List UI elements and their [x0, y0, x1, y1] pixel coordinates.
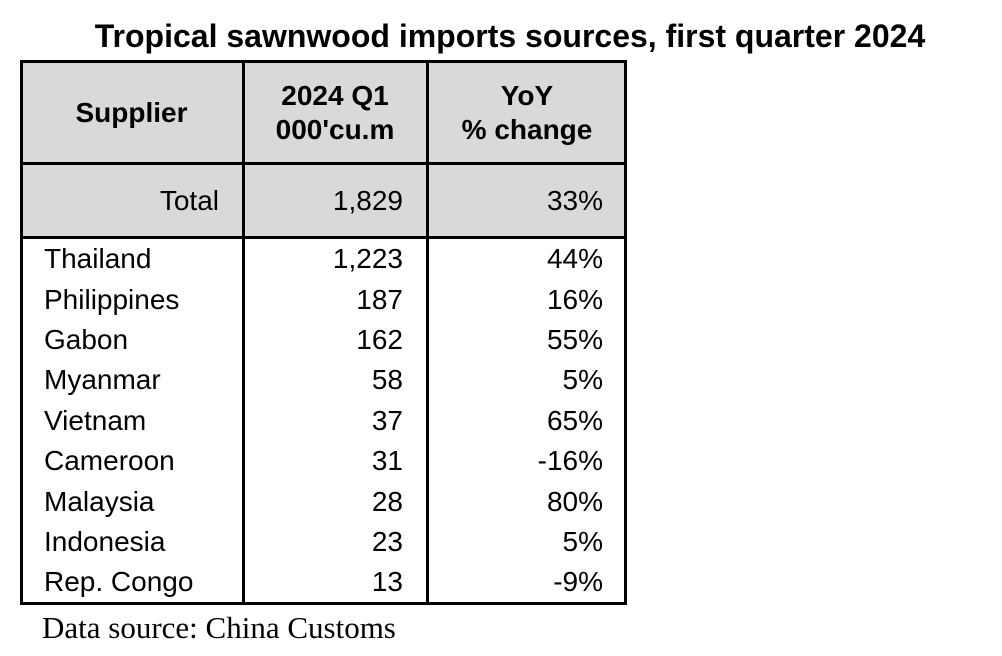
rule: [20, 162, 627, 165]
value-cell: 1,223: [332, 243, 403, 275]
table: Supplier 2024 Q1 000'cu.m YoY% change Total 1…: [20, 60, 627, 605]
supplier-cell: Indonesia: [44, 525, 166, 557]
value-cell: 23: [371, 525, 403, 557]
table-border: [20, 60, 627, 605]
value-cell: 80%: [546, 485, 603, 517]
value-cell: 5%: [562, 364, 603, 396]
header-cell: YoY% change: [427, 63, 627, 163]
supplier-cell: Cameroon: [44, 445, 175, 477]
total-cell: 1,829: [332, 185, 403, 216]
source-note: Data source: China Customs: [42, 610, 396, 645]
value-cell: 13: [371, 566, 403, 598]
value-cell: 28: [371, 485, 403, 517]
value-cell: 65%: [546, 404, 603, 436]
rule: [20, 236, 627, 239]
supplier-cell: Malaysia: [44, 485, 155, 517]
supplier-cell: Thailand: [44, 243, 152, 275]
value-cell: 31: [371, 445, 403, 477]
value-cell: 55%: [546, 323, 603, 355]
header-text: 000'cu.m: [275, 114, 395, 145]
header-text: 2024 Q1: [281, 80, 389, 111]
value-cell: 58: [371, 364, 403, 396]
supplier-cell: Philippines: [44, 283, 180, 315]
header-text: % change: [461, 114, 593, 145]
header-cell: Supplier: [20, 63, 243, 163]
header-background: [20, 60, 627, 237]
rule: [242, 60, 245, 605]
table-title: Tropical sawnwood imports sources, first…: [94, 18, 926, 54]
value-cell: 5%: [562, 525, 603, 557]
value-cell: -9%: [553, 566, 603, 598]
supplier-cell: Myanmar: [44, 364, 161, 396]
supplier-cell: Rep. Congo: [44, 566, 194, 598]
header-text: Supplier: [75, 97, 188, 128]
value-cell: 162: [356, 323, 403, 355]
header-text: YoY: [500, 80, 554, 111]
value-cell: 44%: [546, 243, 603, 275]
value-cell: 37: [371, 404, 403, 436]
total-cell: Total: [159, 185, 219, 216]
value-cell: 187: [356, 283, 403, 315]
value-cell: -16%: [537, 445, 603, 477]
supplier-cell: Vietnam: [44, 404, 147, 436]
value-cell: 16%: [546, 283, 603, 315]
header-cell: 2024 Q1 000'cu.m: [243, 63, 427, 163]
total-cell: 33%: [546, 185, 603, 216]
supplier-cell: Gabon: [44, 323, 129, 355]
rule: [426, 60, 429, 605]
